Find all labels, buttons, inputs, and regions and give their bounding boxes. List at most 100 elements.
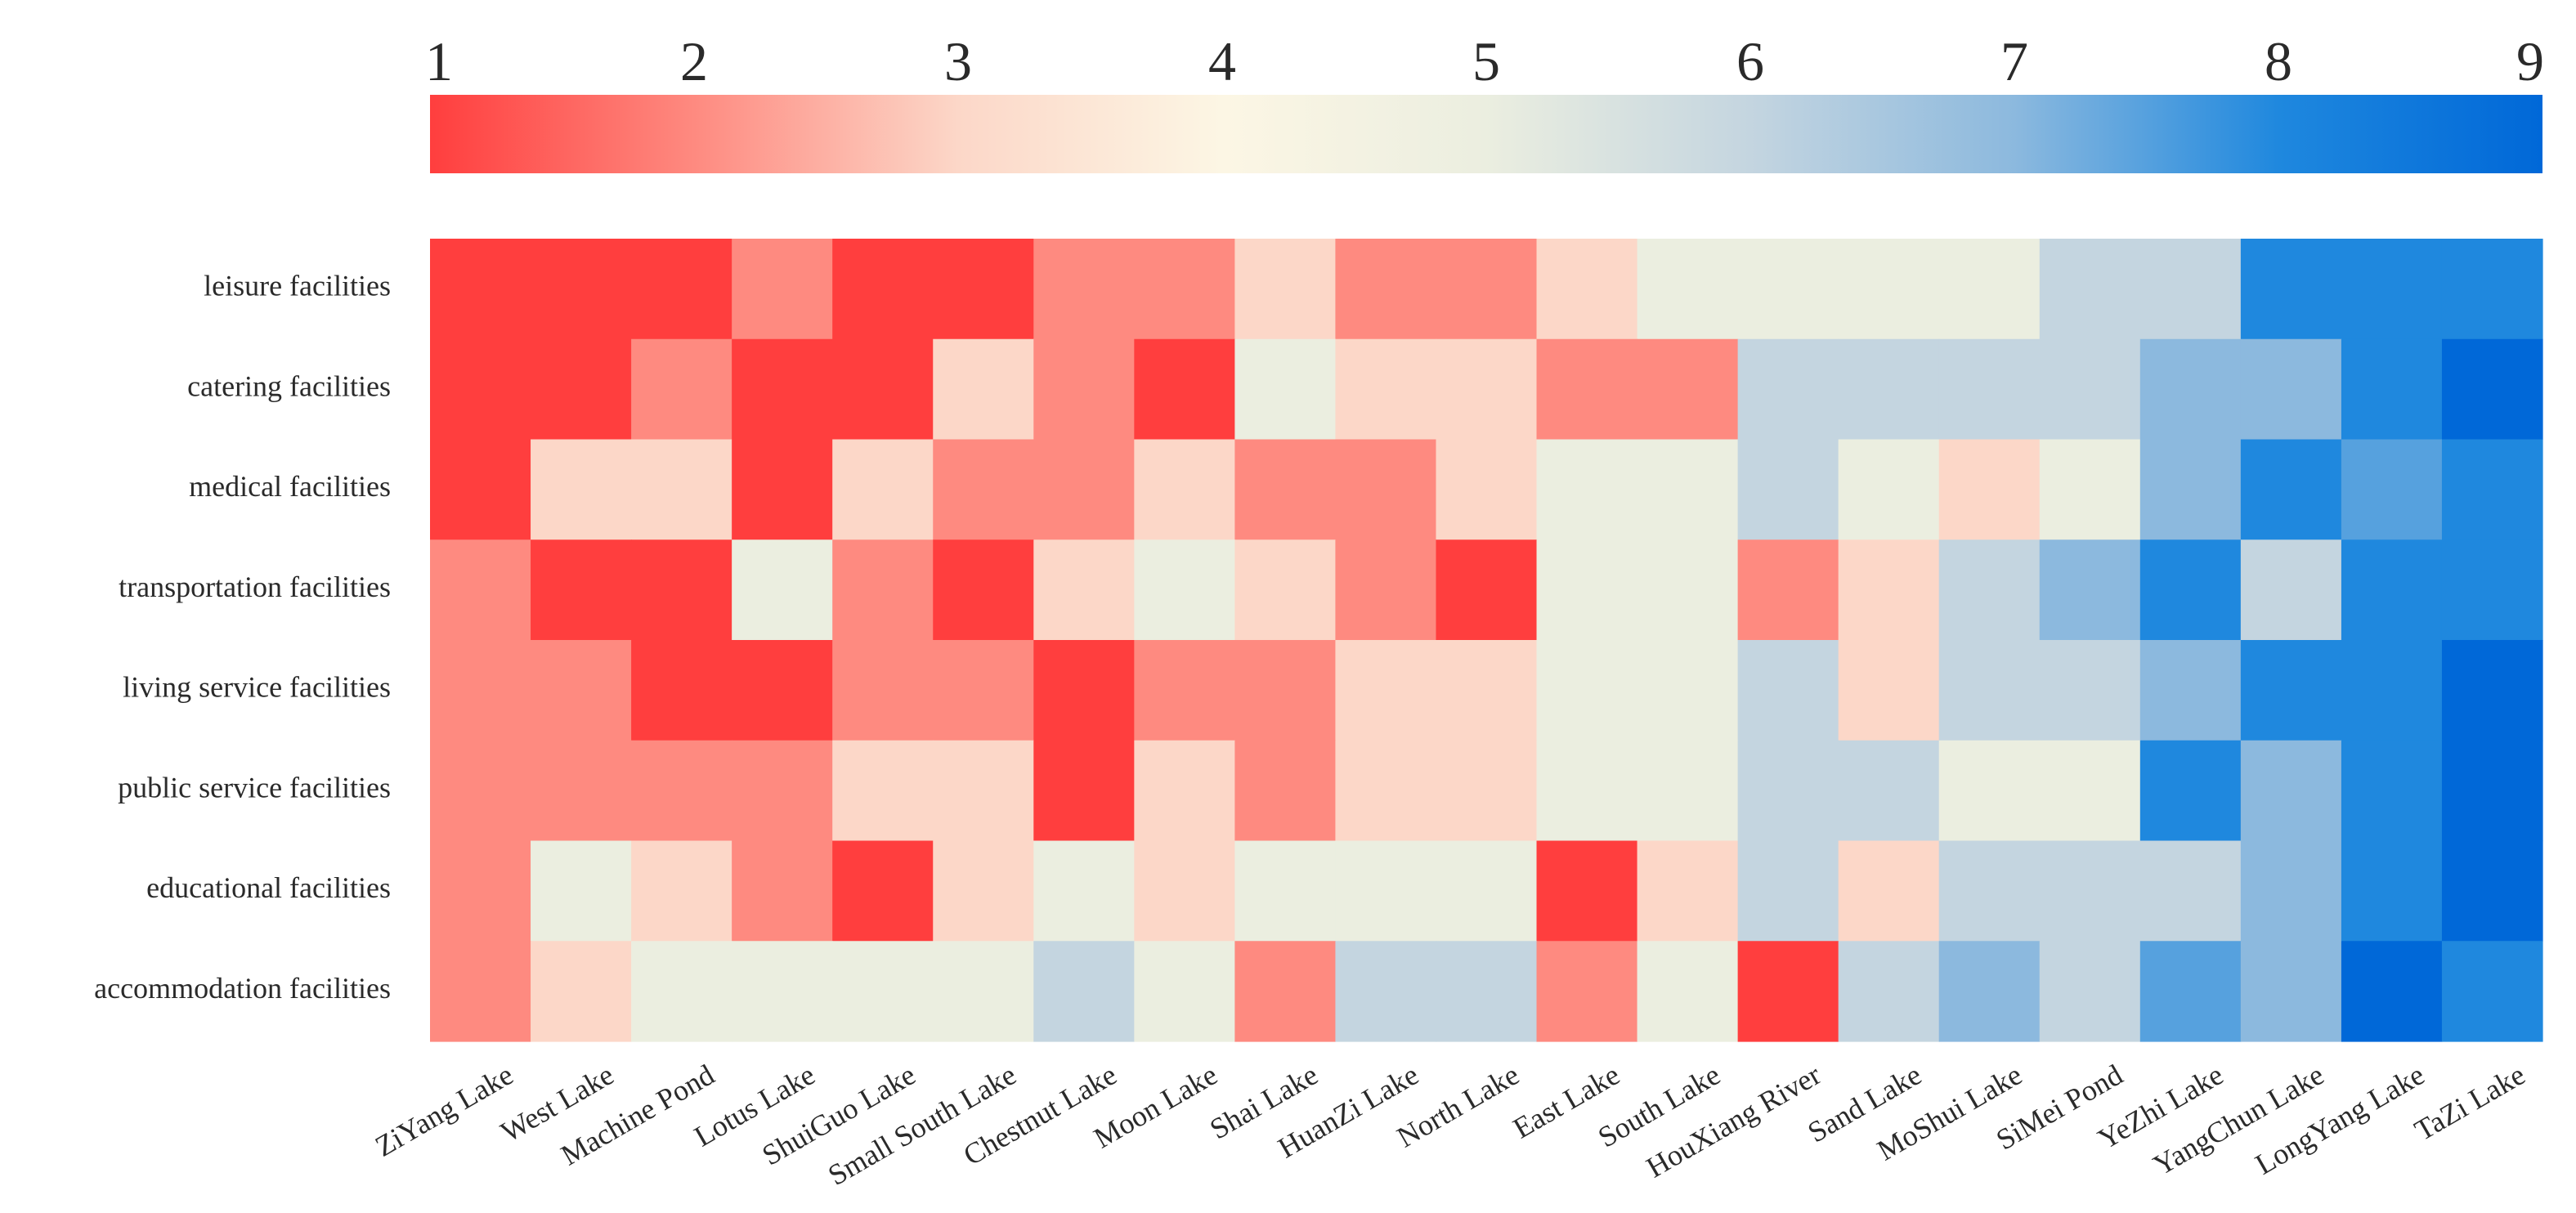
- heatmap-cell: [1134, 338, 1235, 441]
- heatmap-cell: [2341, 239, 2443, 340]
- heatmap-cell: [2341, 439, 2443, 540]
- heatmap-cell: [1033, 439, 1135, 540]
- heatmap-cell: [631, 941, 732, 1042]
- heatmap-cell: [531, 239, 632, 340]
- heatmap-cell: [1637, 439, 1739, 540]
- heatmap-cell: [531, 539, 632, 641]
- heatmap-cell: [2240, 239, 2342, 340]
- row-label: medical facilities: [189, 470, 391, 503]
- heatmap-cell: [430, 439, 531, 540]
- heatmap-cell: [1838, 539, 1940, 641]
- colorbar-tick-label: 7: [2000, 30, 2028, 92]
- column-label: YangChun Lake: [2148, 1058, 2329, 1181]
- heatmap-cell: [1134, 640, 1235, 741]
- heatmap-cell: [1436, 539, 1538, 641]
- column-label: ZiYang Lake: [370, 1058, 518, 1162]
- heatmap-cell: [631, 640, 732, 741]
- heatmap-cell: [1033, 840, 1135, 942]
- heatmap-cell: [1536, 539, 1638, 641]
- row-label: educational facilities: [146, 871, 391, 904]
- heatmap-cell: [1938, 941, 2041, 1042]
- heatmap-cell: [933, 539, 1034, 641]
- heatmap-cell: [1134, 740, 1235, 842]
- heatmap-cell: [631, 338, 732, 441]
- heatmap-cell: [1134, 539, 1235, 641]
- heatmap-cell: [832, 640, 934, 741]
- heatmap-cell: [1436, 840, 1538, 942]
- heatmap-cell: [2240, 640, 2342, 741]
- heatmap-cell: [933, 338, 1034, 441]
- heatmap-cell: [531, 338, 632, 441]
- heatmap-cell: [832, 941, 934, 1042]
- heatmap-cell: [2240, 439, 2342, 540]
- heatmap-cell: [531, 941, 632, 1042]
- heatmap-cell: [1838, 239, 1940, 340]
- heatmap-cell: [2341, 941, 2443, 1042]
- heatmap-cell: [2039, 439, 2141, 540]
- row-label: leisure facilities: [204, 270, 391, 302]
- heatmap-cell: [531, 840, 632, 942]
- heatmap-cell: [1838, 338, 1940, 441]
- heatmap-cell: [631, 239, 732, 340]
- colorbar-tick-label: 2: [680, 30, 708, 92]
- heatmap-cell: [430, 239, 531, 340]
- row-label: transportation facilities: [119, 571, 391, 603]
- heatmap-cell: [2039, 539, 2141, 641]
- heatmap-cell: [2139, 239, 2242, 340]
- heatmap-cell: [933, 439, 1034, 540]
- heatmap-cell: [832, 439, 934, 540]
- colorbar-tick-label: 9: [2516, 30, 2544, 92]
- heatmap-cell: [2441, 439, 2543, 540]
- heatmap-cell: [430, 539, 531, 641]
- heatmap-cell: [2441, 740, 2543, 842]
- heatmap-cell: [2139, 338, 2242, 441]
- heatmap-cell: [2039, 338, 2141, 441]
- heatmap-cell: [1234, 640, 1337, 741]
- heatmap-cell: [1335, 740, 1437, 842]
- heatmap-cell: [732, 239, 833, 340]
- heatmap-cell: [1033, 539, 1135, 641]
- heatmap-cell: [1737, 439, 1839, 540]
- row-label: catering facilities: [187, 369, 391, 402]
- heatmap-cell: [1938, 740, 2041, 842]
- heatmap-cell: [1536, 941, 1638, 1042]
- heatmap-cell: [1737, 740, 1839, 842]
- heatmap-cell: [2240, 740, 2342, 842]
- heatmap-cell: [1737, 640, 1839, 741]
- heatmap-cell: [933, 740, 1034, 842]
- heatmap-cell: [2240, 338, 2342, 441]
- heatmap-cell: [1436, 338, 1538, 441]
- heatmap-cell: [1737, 941, 1839, 1042]
- heatmap-cell: [1335, 439, 1437, 540]
- heatmap-cell: [1637, 239, 1739, 340]
- row-label: living service facilities: [123, 671, 391, 704]
- colorbar-tick-label: 3: [944, 30, 972, 92]
- heatmap-cell: [832, 239, 934, 340]
- heatmap-cell: [732, 640, 833, 741]
- heatmap-cell: [1234, 239, 1337, 340]
- heatmap-cell: [1134, 239, 1235, 340]
- column-label: HouXiang River: [1641, 1058, 1826, 1184]
- heatmap-cell: [430, 338, 531, 441]
- heatmap-cell: [631, 740, 732, 842]
- heatmap-cell: [2039, 740, 2141, 842]
- colorbar-tick-labels: 1 2 3 4 5 6 7 8 9: [425, 30, 2544, 92]
- heatmap-cell: [1838, 941, 1940, 1042]
- heatmap-cell: [2441, 239, 2543, 340]
- heatmap-cell: [1938, 539, 2041, 641]
- heatmap-cell: [1938, 840, 2041, 942]
- heatmap-cell: [832, 740, 934, 842]
- heatmap-cell: [732, 840, 833, 942]
- heatmap-cell: [933, 640, 1034, 741]
- heatmap-cell: [1536, 840, 1638, 942]
- heatmap-cell: [2240, 539, 2342, 641]
- heatmap-cell: [732, 439, 833, 540]
- heatmap-cell: [1134, 941, 1235, 1042]
- column-label: TaZi Lake: [2409, 1058, 2531, 1147]
- heatmap-cell: [2441, 640, 2543, 741]
- heatmap-cell: [2039, 941, 2141, 1042]
- heatmap-cell: [2240, 840, 2342, 942]
- column-label: LongYang Lake: [2250, 1058, 2430, 1180]
- heatmap-cell: [832, 539, 934, 641]
- heatmap-cell: [1637, 941, 1739, 1042]
